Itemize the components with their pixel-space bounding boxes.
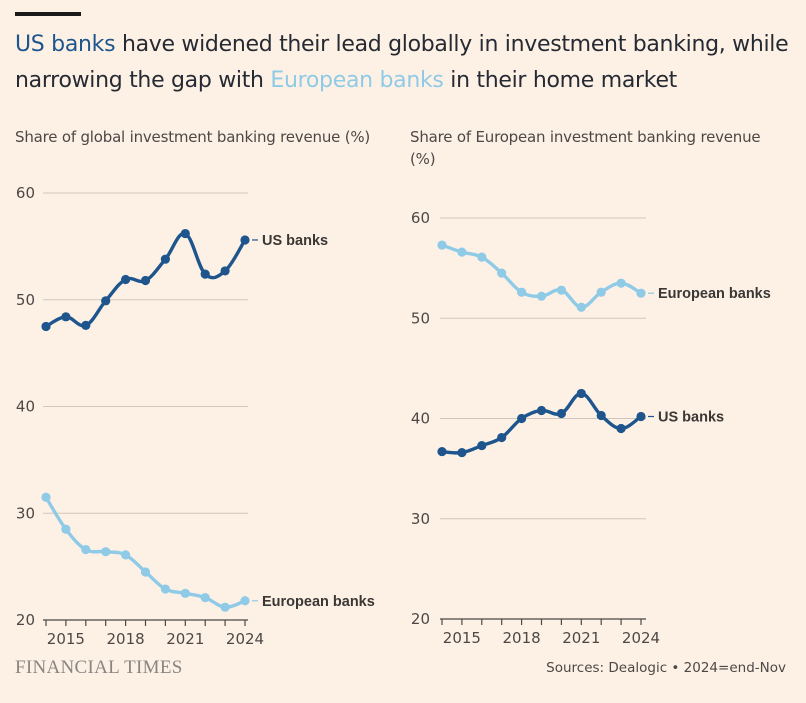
european-xtick-2021: 2021	[562, 629, 600, 647]
headline: US banks have widened their lead globall…	[15, 27, 795, 99]
european-ytick-30: 30	[411, 510, 430, 528]
source-note: Sources: Dealogic • 2024=end-Nov	[546, 660, 786, 676]
european-ytick-40: 40	[411, 410, 430, 428]
european-point-european-banks-2018	[517, 287, 527, 297]
european-point-us-banks-2021	[576, 388, 586, 399]
european-point-us-banks-2016	[477, 440, 487, 451]
european-point-european-banks-2019	[536, 291, 547, 301]
european-point-us-banks-2017	[497, 432, 507, 443]
global-point-us-banks-2020	[160, 254, 170, 264]
headline-text-end: in their home market	[443, 68, 678, 93]
global-point-us-banks-2022	[200, 269, 210, 279]
global-xtick-2018: 2018	[107, 630, 145, 648]
european-series-label-european-banks: European banks	[658, 286, 771, 302]
left-chart-title: Share of global investment banking reven…	[15, 128, 371, 146]
european-point-european-banks-2020	[556, 285, 567, 295]
european-point-us-banks-2020	[556, 408, 567, 419]
global-series-label-us-banks: US banks	[262, 233, 328, 249]
european-point-us-banks-2022	[596, 410, 606, 421]
headline-europe-highlight: European banks	[270, 68, 444, 93]
european-ytick-50: 50	[411, 309, 430, 327]
european-line-us-banks	[440, 391, 643, 455]
global-revenue-chart: 20 30 40 50 60 2015 2018 2021 2024 US banks Europe…	[16, 184, 375, 648]
european-point-european-banks-2017	[497, 268, 507, 278]
global-point-us-banks-2016	[81, 320, 91, 330]
top-rule	[15, 12, 81, 16]
global-point-us-banks-2021	[180, 228, 190, 239]
global-point-us-banks-2019	[140, 275, 151, 286]
global-point-european-banks-2021	[180, 588, 190, 598]
global-ytick-50: 50	[16, 291, 35, 309]
global-ytick-60: 60	[16, 184, 35, 202]
european-point-european-banks-2023	[616, 278, 626, 288]
european-point-european-banks-2014	[437, 240, 447, 250]
european-ytick-20: 20	[411, 610, 430, 628]
european-point-us-banks-2015	[457, 447, 467, 458]
european-point-us-banks-2024	[636, 411, 646, 422]
ft-logo: FINANCIAL TIMES	[15, 657, 183, 678]
european-point-us-banks-2018	[517, 413, 527, 424]
global-series-label-european-banks: European banks	[262, 594, 375, 610]
global-point-european-banks-2017	[101, 547, 111, 557]
global-point-european-banks-2016	[81, 544, 91, 555]
european-point-us-banks-2023	[616, 423, 626, 434]
global-point-european-banks-2015	[61, 524, 71, 534]
european-series-label-us-banks: US banks	[658, 409, 724, 425]
global-point-european-banks-2024	[240, 596, 250, 606]
european-xtick-2018: 2018	[503, 629, 541, 647]
global-xtick-2024: 2024	[226, 630, 264, 648]
global-xtick-2021: 2021	[166, 630, 204, 648]
global-point-us-banks-2024	[240, 235, 250, 245]
global-point-european-banks-2019	[140, 567, 151, 577]
global-point-us-banks-2018	[121, 274, 131, 285]
headline-text-mid: have widened their lead globally in inve…	[15, 32, 789, 93]
global-point-european-banks-2020	[160, 584, 170, 594]
global-point-european-banks-2014	[41, 492, 51, 502]
global-ytick-30: 30	[16, 504, 35, 522]
european-xtick-2015: 2015	[443, 629, 481, 647]
european-xtick-2024: 2024	[622, 629, 660, 647]
global-ytick-40: 40	[16, 398, 35, 416]
global-point-european-banks-2023	[220, 602, 230, 612]
global-point-european-banks-2018	[121, 550, 131, 560]
european-point-european-banks-2021	[576, 302, 586, 312]
right-chart-title: Share of European investment banking rev…	[410, 128, 761, 168]
european-revenue-chart: 20 30 40 50 60 2015 2018 2021 2024 European banks…	[411, 209, 771, 647]
european-point-us-banks-2014	[437, 446, 447, 457]
global-point-us-banks-2014	[41, 321, 51, 332]
global-point-european-banks-2022	[200, 592, 210, 603]
global-ytick-20: 20	[16, 611, 35, 629]
global-xtick-2015: 2015	[47, 630, 85, 648]
european-point-us-banks-2019	[536, 405, 547, 416]
european-point-european-banks-2015	[457, 247, 467, 257]
european-point-european-banks-2022	[596, 287, 606, 297]
european-ytick-60: 60	[411, 209, 430, 227]
headline-us-highlight: US banks	[15, 32, 116, 57]
european-point-european-banks-2024	[636, 288, 646, 298]
global-point-us-banks-2023	[220, 266, 230, 276]
global-point-us-banks-2015	[61, 312, 71, 322]
european-point-european-banks-2016	[477, 252, 487, 262]
global-point-us-banks-2017	[101, 296, 111, 306]
